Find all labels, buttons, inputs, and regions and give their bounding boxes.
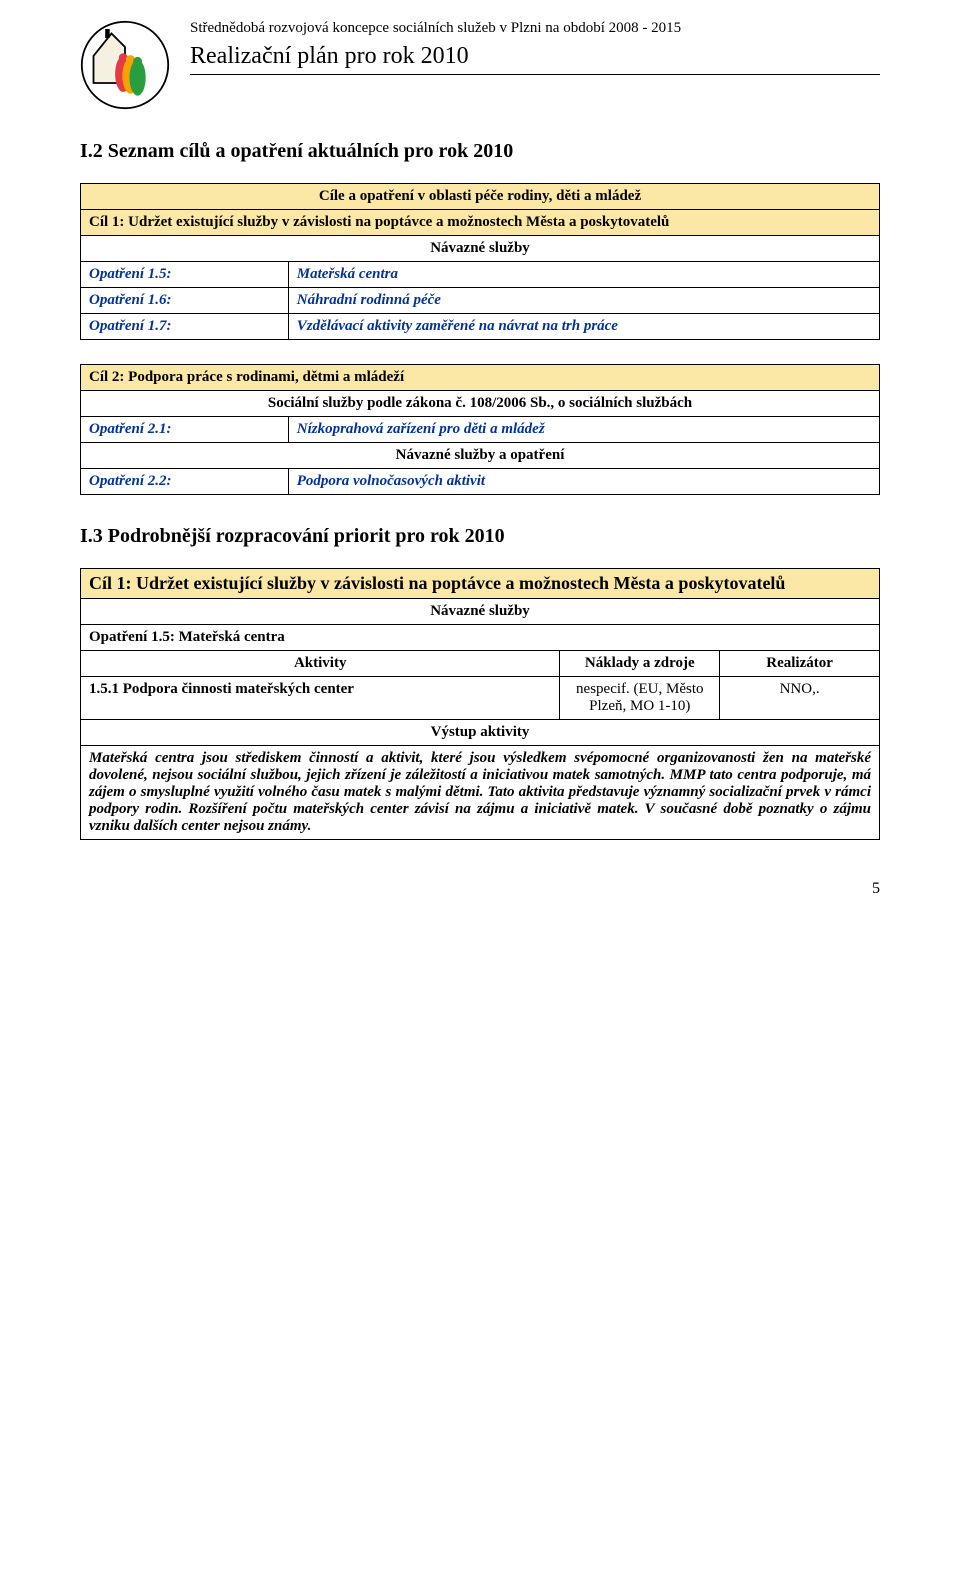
table-row: Cíl 1: Udržet existující služby v závisl… — [81, 210, 880, 236]
col-head-costs: Náklady a zdroje — [560, 651, 720, 677]
cell-opat: Opatření 1.5: Mateřská centra — [81, 625, 880, 651]
table-row: Cíl 1: Udržet existující služby v závisl… — [81, 569, 880, 599]
cell-left: Opatření 1.6: — [81, 288, 289, 314]
table-row: Cíle a opatření v oblasti péče rodiny, d… — [81, 184, 880, 210]
section-heading-i2: I.2 Seznam cílů a opatření aktuálních pr… — [80, 140, 880, 163]
cell-left: Opatření 1.7: — [81, 314, 289, 340]
cell-right: Vzdělávací aktivity zaměřené na návrat n… — [288, 314, 879, 340]
table-row: Mateřská centra jsou střediskem činností… — [81, 746, 880, 840]
cell-left: Opatření 1.5: — [81, 262, 289, 288]
cell-output-head: Výstup aktivity — [81, 720, 880, 746]
section-heading-i3: I.3 Podrobnější rozpracování priorit pro… — [80, 525, 880, 548]
table-goals-1: Cíle a opatření v oblasti péče rodiny, d… — [80, 183, 880, 340]
page-header: Střednědobá rozvojová koncepce sociálníc… — [80, 20, 880, 110]
cell-right: Podpora volnočasových aktivit — [288, 469, 879, 495]
cell-right: Mateřská centra — [288, 262, 879, 288]
cell-goal: Cíl 1: Udržet existující služby v závisl… — [81, 569, 880, 599]
cell-right: Náhradní rodinná péče — [288, 288, 879, 314]
table-row: Opatření 1.5: Mateřská centra — [81, 262, 880, 288]
table-row: Opatření 1.6: Náhradní rodinná péče — [81, 288, 880, 314]
cell-title: Cíle a opatření v oblasti péče rodiny, d… — [81, 184, 880, 210]
table-row: Opatření 1.7: Vzdělávací aktivity zaměře… — [81, 314, 880, 340]
table-row: Návazné služby a opatření — [81, 443, 880, 469]
cell-subhead: Sociální služby podle zákona č. 108/2006… — [81, 391, 880, 417]
table-row: 1.5.1 Podpora činnosti mateřských center… — [81, 677, 880, 720]
table-row: Opatření 1.5: Mateřská centra — [81, 625, 880, 651]
cell-goal: Cíl 1: Udržet existující služby v závisl… — [81, 210, 880, 236]
table-priorities: Cíl 1: Udržet existující služby v závisl… — [80, 568, 880, 840]
table-row: Opatření 2.2: Podpora volnočasových akti… — [81, 469, 880, 495]
cell-mid: Návazné služby a opatření — [81, 443, 880, 469]
cell-subhead: Návazné služby — [81, 236, 880, 262]
doc-title: Realizační plán pro rok 2010 — [190, 43, 880, 70]
col-head-realizer: Realizátor — [720, 651, 880, 677]
table-row: Cíl 2: Podpora práce s rodinami, dětmi a… — [81, 365, 880, 391]
table-row: Opatření 2.1: Nízkoprahová zařízení pro … — [81, 417, 880, 443]
cell-output-body: Mateřská centra jsou střediskem činností… — [81, 746, 880, 840]
cell-activity: 1.5.1 Podpora činnosti mateřských center — [81, 677, 560, 720]
table-row: Aktivity Náklady a zdroje Realizátor — [81, 651, 880, 677]
cell-right: Nízkoprahová zařízení pro děti a mládež — [288, 417, 879, 443]
cell-subhead: Návazné služby — [81, 599, 880, 625]
city-logo-icon — [80, 20, 170, 110]
cell-left: Opatření 2.2: — [81, 469, 289, 495]
table-row: Návazné služby — [81, 236, 880, 262]
table-row: Sociální služby podle zákona č. 108/2006… — [81, 391, 880, 417]
col-head-activities: Aktivity — [81, 651, 560, 677]
cell-goal: Cíl 2: Podpora práce s rodinami, dětmi a… — [81, 365, 880, 391]
doc-subtitle: Střednědobá rozvojová koncepce sociálníc… — [190, 20, 880, 37]
cell-left: Opatření 2.1: — [81, 417, 289, 443]
header-text-block: Střednědobá rozvojová koncepce sociálníc… — [190, 20, 880, 75]
table-row: Návazné služby — [81, 599, 880, 625]
table-goals-2: Cíl 2: Podpora práce s rodinami, dětmi a… — [80, 364, 880, 495]
cell-realizer: NNO,. — [720, 677, 880, 720]
table-row: Výstup aktivity — [81, 720, 880, 746]
page-number: 5 — [80, 880, 880, 898]
cell-costs: nespecif. (EU, Město Plzeň, MO 1-10) — [560, 677, 720, 720]
